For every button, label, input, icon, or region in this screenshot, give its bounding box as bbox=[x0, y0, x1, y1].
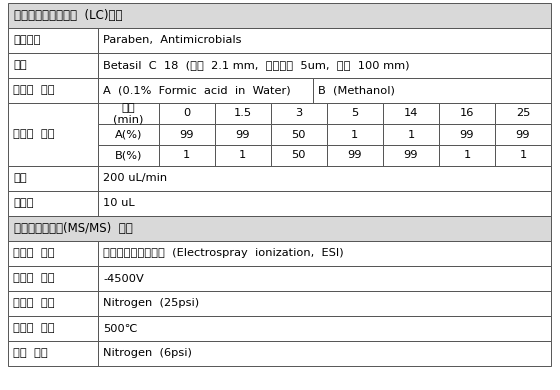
Text: 1: 1 bbox=[239, 151, 246, 161]
Text: 주입량: 주입량 bbox=[13, 199, 34, 209]
Bar bbox=[8, 166, 98, 191]
Text: 500℃: 500℃ bbox=[103, 323, 138, 333]
Bar bbox=[271, 145, 327, 166]
Text: 이동상  구배: 이동상 구배 bbox=[13, 129, 55, 140]
Bar bbox=[8, 191, 98, 216]
Bar bbox=[8, 103, 98, 166]
Text: 1: 1 bbox=[463, 151, 470, 161]
Bar bbox=[98, 241, 551, 266]
Text: 99: 99 bbox=[404, 151, 418, 161]
Bar bbox=[98, 145, 158, 166]
Bar bbox=[98, 291, 551, 316]
Bar bbox=[313, 78, 551, 103]
Text: B(%): B(%) bbox=[115, 151, 142, 161]
Text: 99: 99 bbox=[516, 129, 530, 140]
Text: 1: 1 bbox=[519, 151, 526, 161]
Bar bbox=[98, 103, 158, 124]
Bar bbox=[8, 3, 551, 28]
Bar bbox=[214, 103, 271, 124]
Text: 칼럼: 칼럼 bbox=[13, 60, 27, 71]
Text: 이동상  종류: 이동상 종류 bbox=[13, 85, 55, 96]
Text: A(%): A(%) bbox=[115, 129, 142, 140]
Text: Betasil  C  18  (내경  2.1 mm,  입자크기  5um,  길이  100 mm): Betasil C 18 (내경 2.1 mm, 입자크기 5um, 길이 10… bbox=[103, 60, 409, 71]
Bar bbox=[383, 145, 439, 166]
Text: 5: 5 bbox=[351, 108, 358, 119]
Text: -4500V: -4500V bbox=[103, 273, 144, 284]
Bar bbox=[8, 78, 98, 103]
Text: 25: 25 bbox=[516, 108, 530, 119]
Bar bbox=[8, 266, 98, 291]
Bar bbox=[8, 241, 98, 266]
Text: 0: 0 bbox=[183, 108, 190, 119]
Text: B  (Methanol): B (Methanol) bbox=[318, 85, 395, 96]
Bar bbox=[214, 145, 271, 166]
Text: 1: 1 bbox=[351, 129, 358, 140]
Text: 텐덤질량분석기(MS/MS)  조건: 텐덤질량분석기(MS/MS) 조건 bbox=[14, 222, 133, 235]
Text: 16: 16 bbox=[460, 108, 474, 119]
Text: 이온원  온도: 이온원 온도 bbox=[13, 323, 55, 333]
Text: 50: 50 bbox=[292, 129, 306, 140]
Bar bbox=[8, 341, 98, 366]
Text: 이온화  방법: 이온화 방법 bbox=[13, 248, 55, 259]
Bar bbox=[8, 216, 551, 241]
Text: Paraben,  Antimicrobials: Paraben, Antimicrobials bbox=[103, 35, 241, 46]
Bar bbox=[98, 124, 158, 145]
Bar bbox=[158, 124, 214, 145]
Text: 시간
(min): 시간 (min) bbox=[113, 103, 143, 124]
Bar bbox=[158, 103, 214, 124]
Text: 99: 99 bbox=[180, 129, 194, 140]
Text: 99: 99 bbox=[460, 129, 474, 140]
Bar bbox=[214, 124, 271, 145]
Text: 1: 1 bbox=[407, 129, 414, 140]
Bar bbox=[8, 316, 98, 341]
Bar bbox=[327, 124, 383, 145]
Bar bbox=[271, 124, 327, 145]
Text: 50: 50 bbox=[292, 151, 306, 161]
Bar bbox=[98, 53, 551, 78]
Bar bbox=[439, 124, 495, 145]
Bar bbox=[98, 78, 313, 103]
Bar bbox=[8, 53, 98, 78]
Text: 10 uL: 10 uL bbox=[103, 199, 134, 209]
Bar bbox=[8, 291, 98, 316]
Text: 이온화  전압: 이온화 전압 bbox=[13, 273, 55, 284]
Text: A  (0.1%  Formic  acid  in  Water): A (0.1% Formic acid in Water) bbox=[103, 85, 291, 96]
Bar bbox=[383, 124, 439, 145]
Bar bbox=[495, 145, 551, 166]
Bar bbox=[98, 28, 551, 53]
Bar bbox=[439, 145, 495, 166]
Bar bbox=[383, 103, 439, 124]
Bar bbox=[495, 103, 551, 124]
Text: 액체크로마토그래피  (LC)조건: 액체크로마토그래피 (LC)조건 bbox=[14, 9, 123, 22]
Bar bbox=[327, 145, 383, 166]
Text: Nitrogen  (6psi): Nitrogen (6psi) bbox=[103, 349, 192, 358]
Text: 속도: 속도 bbox=[13, 174, 27, 184]
Text: 14: 14 bbox=[404, 108, 418, 119]
Text: 99: 99 bbox=[236, 129, 250, 140]
Text: 99: 99 bbox=[348, 151, 362, 161]
Text: 전자분무식이온화법  (Electrospray  ionization,  ESI): 전자분무식이온화법 (Electrospray ionization, ESI) bbox=[103, 248, 344, 259]
Bar bbox=[98, 341, 551, 366]
Text: 반응  가스: 반응 가스 bbox=[13, 349, 48, 358]
Text: 1.5: 1.5 bbox=[234, 108, 252, 119]
Text: Nitrogen  (25psi): Nitrogen (25psi) bbox=[103, 298, 199, 308]
Text: 이온화  가스: 이온화 가스 bbox=[13, 298, 55, 308]
Bar bbox=[98, 191, 551, 216]
Text: 1: 1 bbox=[183, 151, 190, 161]
Bar bbox=[439, 103, 495, 124]
Bar bbox=[8, 28, 98, 53]
Bar bbox=[98, 316, 551, 341]
Text: 대상물질: 대상물질 bbox=[13, 35, 40, 46]
Bar bbox=[98, 266, 551, 291]
Bar bbox=[98, 166, 551, 191]
Text: 3: 3 bbox=[295, 108, 302, 119]
Bar bbox=[271, 103, 327, 124]
Bar bbox=[327, 103, 383, 124]
Bar bbox=[495, 124, 551, 145]
Bar bbox=[158, 145, 214, 166]
Text: 200 uL/min: 200 uL/min bbox=[103, 174, 167, 184]
